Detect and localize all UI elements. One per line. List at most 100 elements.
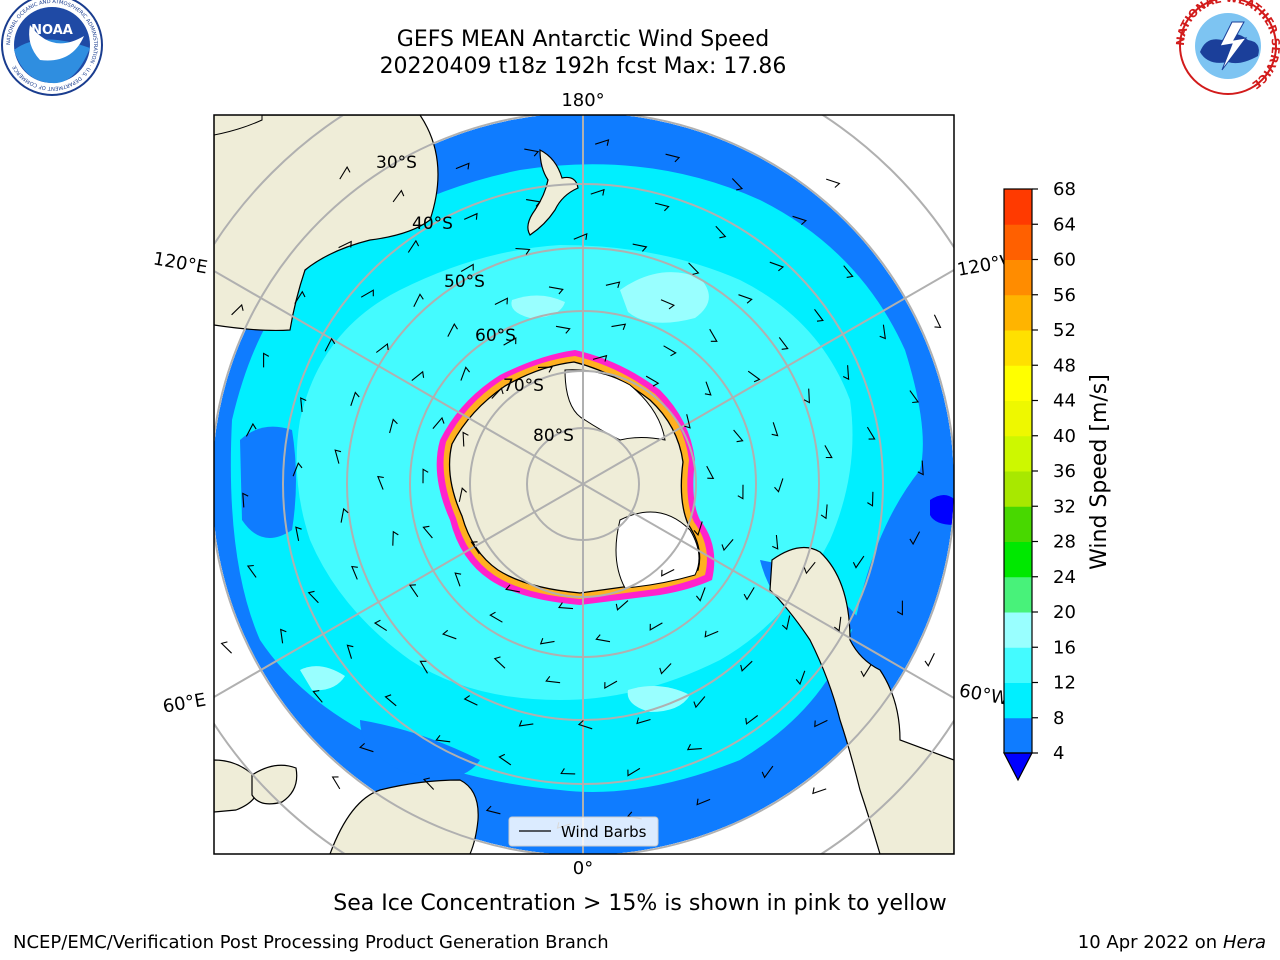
colorbar-tick-label: 36 (1053, 461, 1076, 482)
wind-barb (392, 530, 399, 546)
wind-barb (558, 602, 574, 610)
wind-barb (743, 587, 755, 601)
colorbar-tick-label: 4 (1053, 743, 1064, 764)
wind-barb (312, 690, 323, 703)
wind-barb (231, 303, 244, 316)
footer-machine: Hera (1222, 932, 1266, 953)
wind-barb (661, 569, 675, 577)
wind-barb (660, 299, 676, 310)
wind-barb (909, 390, 920, 404)
colorbar-tick-label: 20 (1053, 602, 1076, 623)
colorbar-tick-label: 12 (1053, 673, 1076, 694)
colorbar-label: Wind Speed [m/s] (1087, 374, 1112, 570)
wind-barb (489, 611, 503, 623)
noaa-logo-text: NOAA (31, 23, 73, 38)
wind-barb (684, 414, 691, 429)
wind-barb (605, 281, 621, 288)
colorbar-segment (1004, 189, 1032, 225)
wind-barb (590, 188, 605, 196)
wind-barb (470, 541, 480, 555)
colorbar-underflow (1004, 753, 1032, 780)
colorbar-segment (1004, 435, 1032, 472)
wind-barb (909, 531, 921, 546)
colorbar-tick-label: 64 (1053, 214, 1076, 235)
wind-barb (377, 475, 384, 490)
wind-barb (654, 202, 670, 212)
lat-label-30s: 30°S (376, 153, 417, 173)
colorbar-tick-label: 48 (1053, 355, 1076, 376)
wind-barb (803, 388, 810, 404)
colorbar-tick-label: 24 (1053, 567, 1076, 588)
colorbar-segment (1004, 612, 1032, 648)
wind-barb (389, 418, 398, 434)
wind-barb (704, 381, 712, 396)
wind-barb (595, 139, 610, 146)
wind-barb (442, 629, 457, 640)
map-frame (213, 114, 955, 855)
wind-barb (263, 352, 270, 368)
weddell-ice-shelf (615, 511, 700, 589)
lon-label-60e: 60°E (161, 689, 207, 717)
wind-barb (852, 555, 865, 569)
wind-barb (826, 178, 841, 188)
wind-barb (611, 323, 627, 330)
wind-barb (422, 525, 433, 539)
lon-label-180: 180° (561, 90, 604, 111)
wind-barb (463, 212, 478, 220)
wind-barb (774, 478, 784, 493)
wind-barb (778, 337, 789, 350)
land-south-america (769, 546, 954, 854)
lon-label-60w: 60°W (957, 680, 1010, 709)
wind-barb (408, 584, 419, 598)
map-area: 30°S 40°S 50°S 60°S 70°S 80°S Wind Barbs (214, 115, 954, 854)
wind-barb (604, 680, 618, 690)
colorbar-segment (1004, 471, 1032, 507)
wind-barb (493, 656, 506, 669)
wind-barb (917, 460, 924, 476)
lon-label-120e: 120°E (152, 248, 210, 278)
wind-barb (334, 449, 342, 464)
wind-barb (338, 240, 352, 249)
colorbar-segment (1004, 259, 1032, 296)
wind-barb (761, 765, 774, 779)
lat-label-60s: 60°S (475, 326, 516, 346)
wind-barb (792, 215, 807, 226)
wind-barb (795, 670, 806, 686)
footer-date-text: 10 Apr 2022 on (1077, 932, 1223, 953)
wind-barb (733, 429, 744, 443)
wind-barb (706, 465, 715, 479)
wind-barb (432, 416, 445, 429)
lat-label-80s: 80°S (533, 426, 574, 446)
wind-barb (245, 422, 257, 437)
wind-barb (781, 615, 791, 631)
wind-barb (738, 294, 753, 304)
wind-barb (824, 445, 833, 459)
wind-barb (737, 484, 744, 500)
wind-barb (833, 616, 842, 632)
wind-barb (814, 308, 824, 322)
wind-barb (351, 565, 358, 580)
wind-barb (419, 660, 428, 674)
wind-barb (339, 166, 351, 180)
colorbar-tick-label: 40 (1053, 426, 1076, 447)
wind-barb (422, 777, 435, 790)
wind-barb (548, 286, 564, 295)
wind-barb (524, 148, 540, 157)
wind-barb (731, 178, 744, 191)
wind-barb (696, 798, 711, 806)
wind-barb (526, 199, 541, 207)
colorbar-segment (1004, 330, 1032, 366)
wind-barb (455, 162, 470, 170)
wind-barb (454, 572, 462, 587)
colorbar-tick-label: 16 (1053, 637, 1076, 658)
wind-barb (498, 753, 512, 766)
colorbar-segment (1004, 224, 1032, 260)
land-australia (214, 115, 439, 332)
wind-barb (924, 652, 935, 667)
wind-barb (695, 587, 706, 602)
colorbar-segment (1004, 506, 1032, 542)
colorbar-tick-label: 44 (1053, 391, 1076, 412)
sea-ice-caption: Sea Ice Concentration > 15% is shown in … (333, 891, 947, 916)
